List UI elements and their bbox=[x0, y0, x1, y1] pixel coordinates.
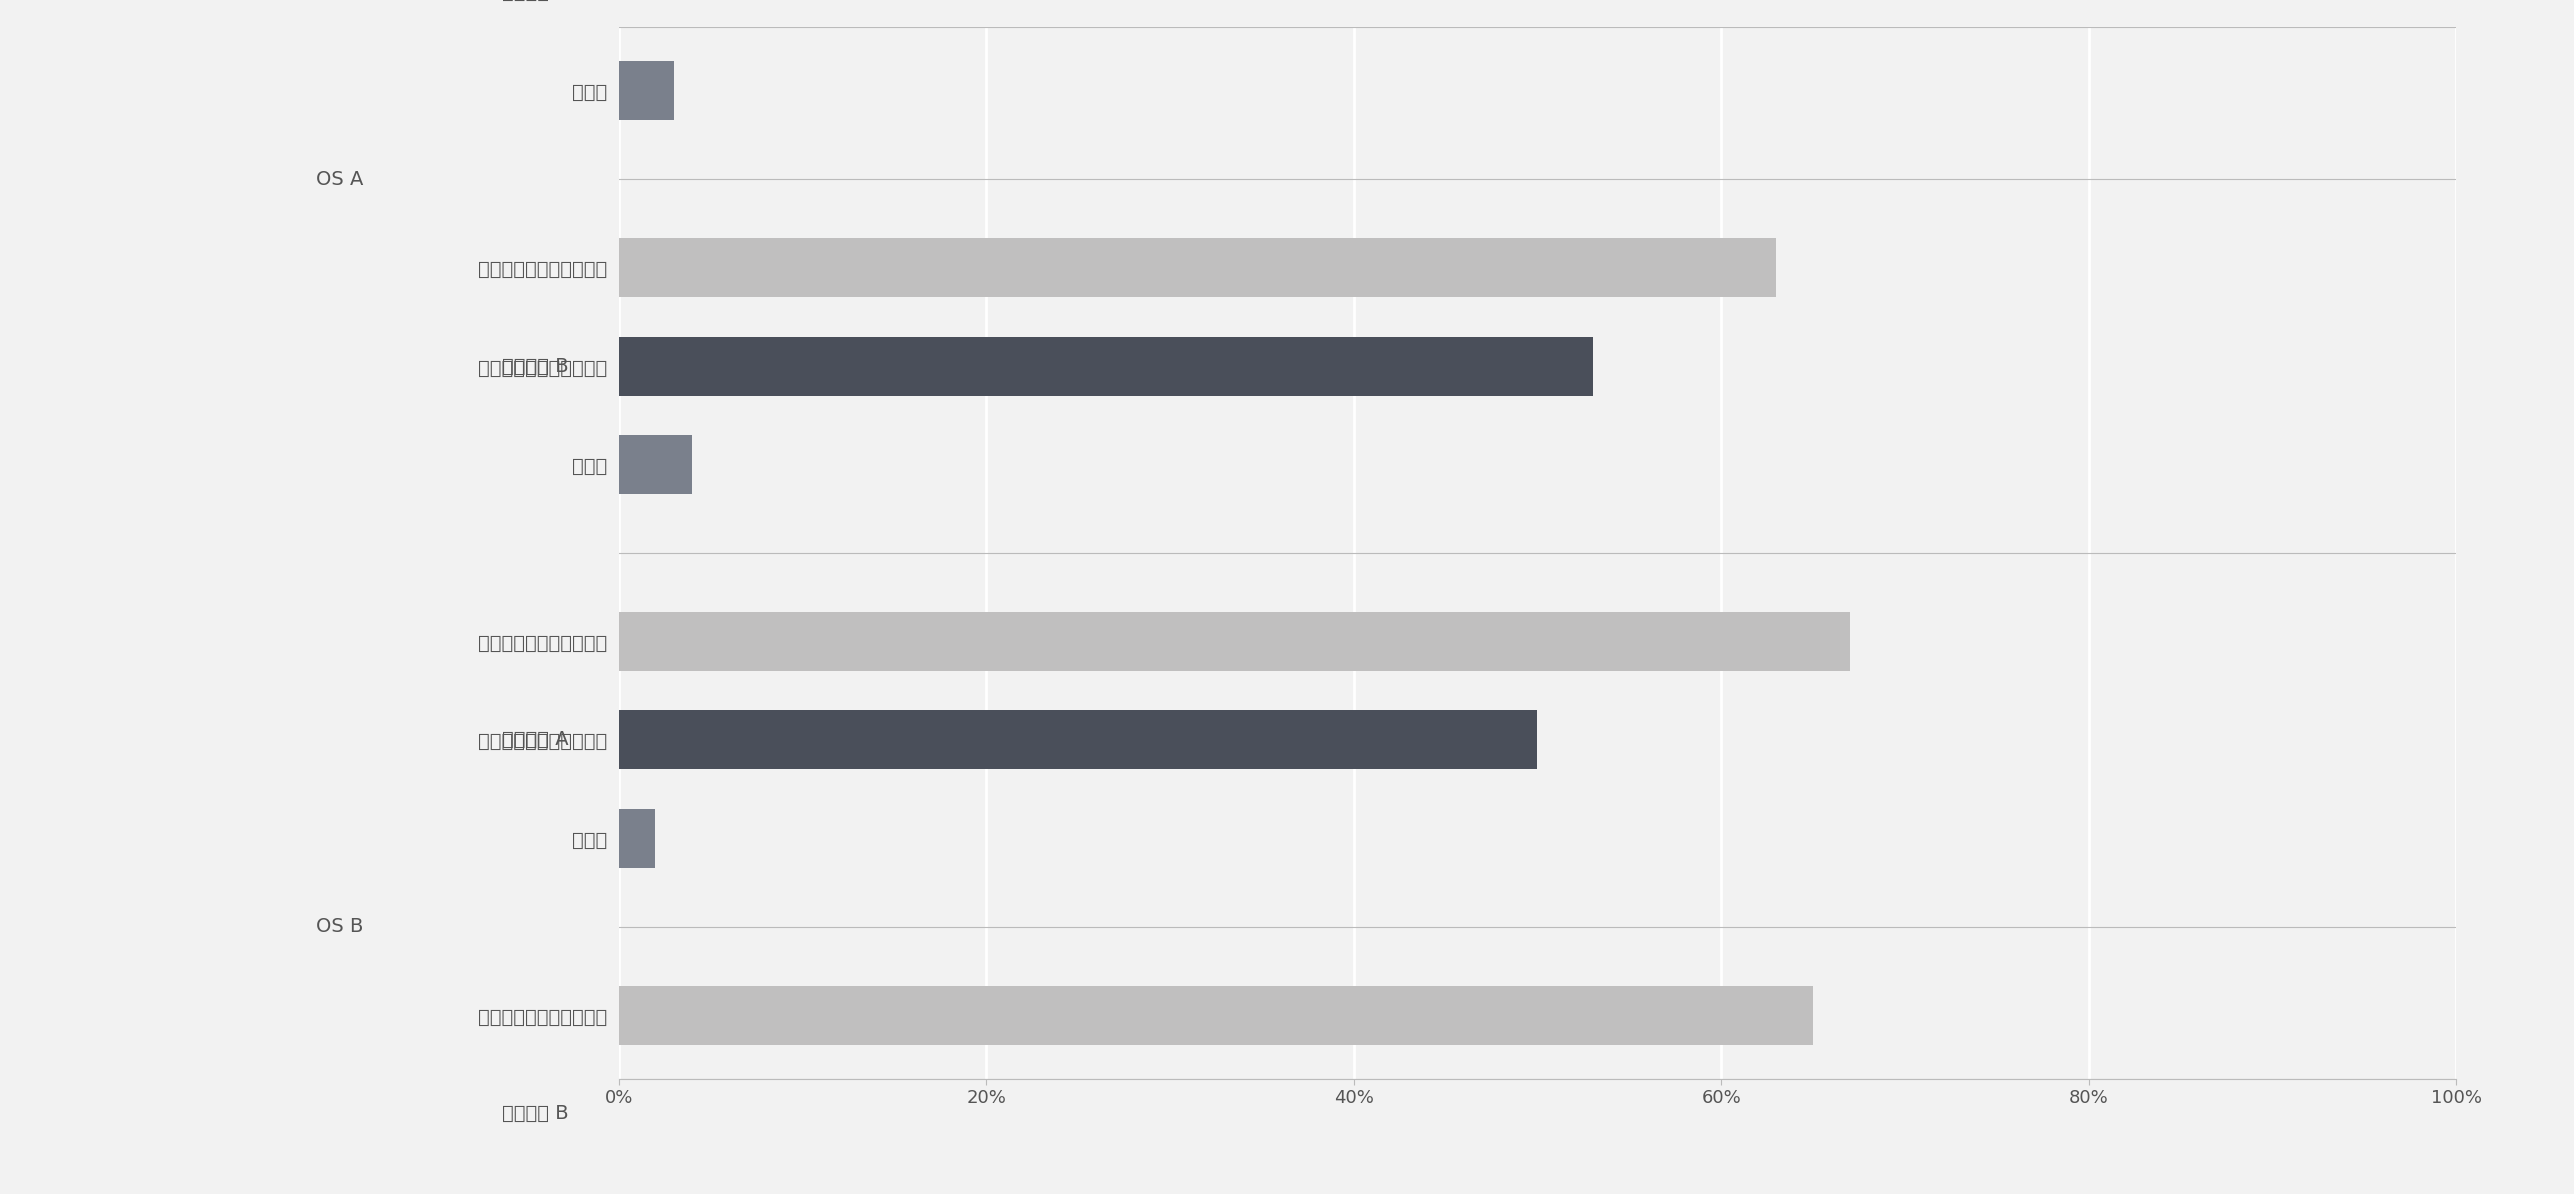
Bar bbox=[618, 710, 1537, 769]
Text: 契約形態 A: 契約形態 A bbox=[502, 731, 569, 750]
Bar bbox=[618, 985, 1812, 1045]
Text: OS B: OS B bbox=[317, 917, 363, 936]
Bar bbox=[618, 435, 692, 494]
Bar bbox=[618, 61, 674, 121]
Bar bbox=[618, 1182, 674, 1194]
Bar bbox=[618, 1084, 1537, 1143]
Text: OS A: OS A bbox=[317, 170, 363, 189]
Bar bbox=[618, 337, 1593, 395]
Bar bbox=[618, 808, 656, 868]
Text: 契約形態 B: 契約形態 B bbox=[502, 357, 569, 376]
Bar bbox=[618, 0, 1537, 21]
Bar bbox=[618, 239, 1776, 297]
Bar bbox=[618, 613, 1851, 671]
Text: 契約形態 A: 契約形態 A bbox=[502, 0, 569, 2]
Text: 契約形態 B: 契約形態 B bbox=[502, 1104, 569, 1122]
